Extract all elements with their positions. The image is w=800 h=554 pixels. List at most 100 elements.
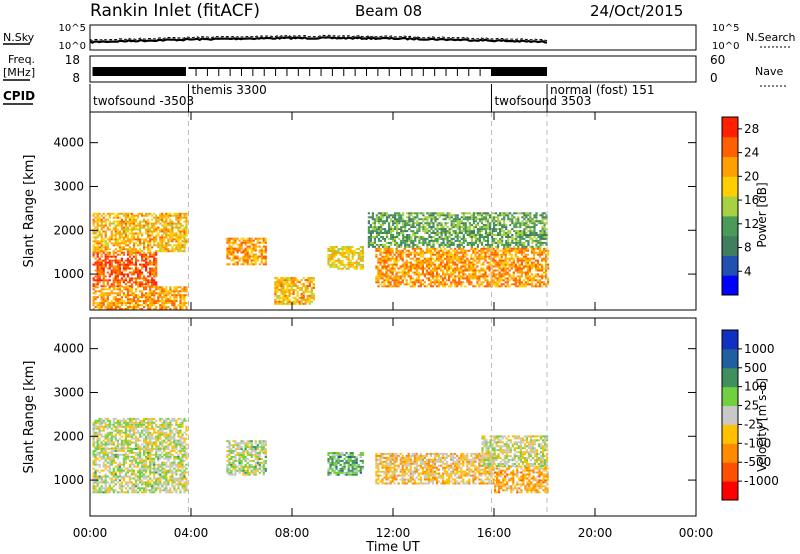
data-cell (331, 252, 334, 254)
data-cell (143, 224, 146, 227)
data-cell (498, 261, 501, 264)
data-cell (505, 234, 508, 236)
data-cell (310, 279, 313, 282)
noise-sky-trace (89, 36, 548, 44)
data-cell (143, 296, 146, 299)
data-cell (114, 288, 117, 291)
data-cell (448, 212, 451, 215)
data-cell (491, 234, 494, 236)
data-cell (413, 255, 416, 258)
data-cell (183, 228, 186, 231)
data-cell (98, 459, 101, 462)
data-cell (286, 285, 289, 287)
data-cell (526, 267, 529, 270)
data-cell (516, 257, 519, 260)
data-cell (232, 249, 235, 252)
data-cell (134, 475, 138, 478)
data-cell (502, 271, 505, 274)
data-cell (521, 241, 524, 244)
data-cell (114, 275, 117, 278)
data-cell (260, 249, 263, 252)
data-cell (108, 265, 111, 268)
data-cell (141, 238, 144, 241)
data-cell (526, 275, 529, 278)
data-cell (274, 302, 277, 305)
data-cell (379, 247, 382, 250)
data-cell (130, 447, 134, 450)
data-cell (151, 263, 154, 266)
data-cell (177, 220, 180, 223)
data-cell (520, 281, 523, 284)
data-cell (419, 263, 422, 266)
data-cell (157, 459, 160, 462)
data-cell (401, 271, 404, 274)
data-cell (517, 236, 520, 238)
data-cell (98, 487, 101, 490)
data-cell (444, 257, 447, 260)
data-cell (104, 248, 107, 251)
colorbar-tick-label: 4 (744, 264, 752, 278)
data-cell (165, 246, 168, 249)
data-cell (404, 241, 407, 244)
data-cell (486, 222, 490, 225)
data-cell (130, 467, 134, 470)
data-cell (92, 263, 95, 266)
data-cell (104, 477, 107, 480)
data-cell (161, 250, 164, 253)
data-cell (155, 308, 158, 310)
data-cell (437, 273, 441, 276)
data-cell (118, 449, 121, 452)
data-cell (163, 288, 166, 291)
data-cell (541, 216, 544, 219)
data-cell (406, 245, 409, 248)
data-cell (161, 292, 164, 295)
data-cell (112, 304, 115, 307)
data-cell (102, 292, 105, 295)
data-cell (310, 287, 313, 289)
data-cell (310, 277, 313, 280)
data-cell (545, 236, 548, 238)
data-cell (442, 245, 445, 248)
data-cell (495, 220, 498, 223)
data-cell (494, 253, 497, 256)
data-cell (454, 263, 457, 266)
data-cell (462, 273, 465, 276)
data-cell (432, 226, 435, 229)
data-cell (421, 255, 424, 258)
data-cell (143, 246, 146, 249)
data-cell (500, 263, 503, 266)
data-cell (397, 283, 400, 286)
data-cell (292, 285, 295, 287)
data-cell (429, 259, 433, 262)
data-cell (480, 281, 483, 284)
data-cell (294, 302, 297, 305)
data-cell (405, 253, 408, 256)
data-cell (102, 240, 105, 243)
data-cell (254, 237, 257, 240)
data-cell (114, 244, 117, 247)
data-cell (264, 241, 267, 244)
data-cell (252, 255, 255, 258)
data-cell (141, 473, 144, 476)
data-cell (308, 283, 311, 286)
data-cell (448, 265, 451, 268)
data-cell (545, 247, 548, 250)
data-cell (413, 279, 416, 282)
data-cell (236, 251, 239, 254)
data-cell (440, 243, 443, 246)
data-cell (440, 247, 443, 250)
data-cell (165, 451, 168, 454)
data-cell (100, 222, 103, 225)
data-cell (167, 212, 170, 215)
data-cell (128, 253, 132, 256)
data-cell (385, 275, 388, 278)
data-cell (296, 281, 299, 284)
data-cell (450, 261, 453, 264)
data-cell (171, 232, 174, 235)
data-cell (161, 455, 164, 458)
data-cell (112, 242, 115, 245)
data-cell (234, 239, 237, 242)
data-cell (118, 267, 121, 270)
data-cell (541, 251, 544, 254)
data-cell (183, 286, 186, 289)
